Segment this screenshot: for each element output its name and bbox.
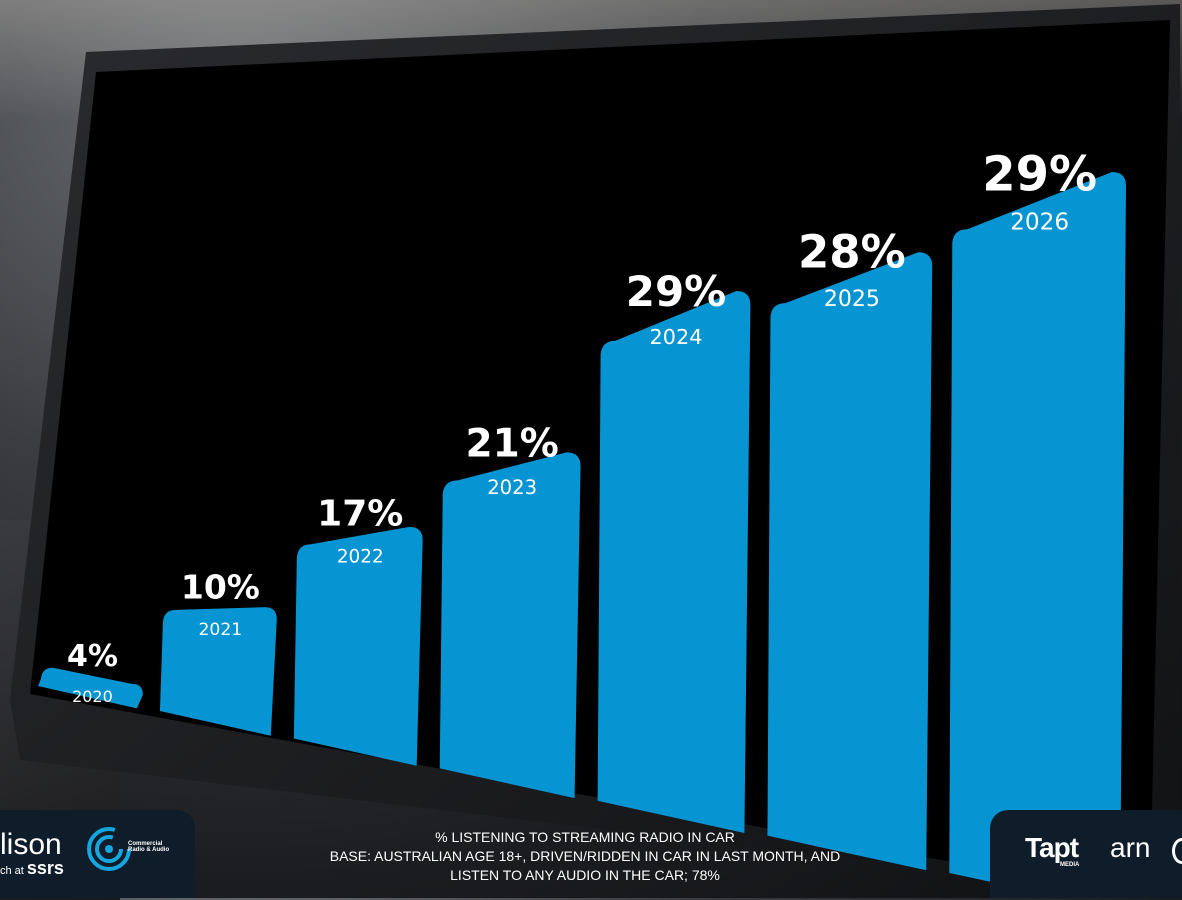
bar-2021 xyxy=(159,607,277,736)
cra-ring-icon xyxy=(87,827,131,871)
edison-logo: lison xyxy=(0,828,62,861)
right-logo-badge xyxy=(990,810,1182,898)
bars-group xyxy=(38,172,1126,898)
value-label-2023: 21% xyxy=(465,421,558,466)
year-label-2022: 2022 xyxy=(337,547,384,568)
value-label-2020: 4% xyxy=(67,639,118,674)
bar-2026 xyxy=(949,172,1126,898)
year-label-2025: 2025 xyxy=(824,287,880,312)
value-label-2024: 29% xyxy=(626,267,727,316)
arn-logo: arn xyxy=(1110,832,1151,863)
bar-2023 xyxy=(439,452,581,799)
value-label-2026: 29% xyxy=(982,147,1097,203)
caption-line-3: LISTEN TO ANY AUDIO IN THE CAR; 78% xyxy=(450,867,720,883)
year-label-2023: 2023 xyxy=(487,476,537,499)
bar-2025 xyxy=(767,252,933,871)
year-labels-group: 2020 2021 2022 2023 2024 2025 2026 xyxy=(72,209,1069,706)
bar-2022 xyxy=(293,526,423,766)
year-label-2020: 2020 xyxy=(72,687,113,706)
value-labels-group: 4% 10% 17% 21% 29% 28% 29% xyxy=(67,147,1097,674)
bar-2024 xyxy=(597,291,751,833)
partial-logo-icon xyxy=(1172,838,1182,864)
edison-logo-sub: ch at ssrs xyxy=(0,858,64,878)
chart-caption: % LISTENING TO STREAMING RADIO IN CAR BA… xyxy=(290,828,880,885)
value-label-2022: 17% xyxy=(317,494,403,535)
year-label-2024: 2024 xyxy=(650,325,703,349)
caption-line-1: % LISTENING TO STREAMING RADIO IN CAR xyxy=(435,829,735,845)
bar-2020 xyxy=(38,667,143,709)
cra-logo-text: Commercial Radio & Audio xyxy=(128,841,170,853)
tapt-logo: Tapt xyxy=(1025,832,1079,863)
year-label-2026: 2026 xyxy=(1010,209,1069,236)
caption-line-2: BASE: AUSTRALIAN AGE 18+, DRIVEN/RIDDEN … xyxy=(329,848,841,864)
year-label-2021: 2021 xyxy=(198,620,242,640)
value-label-2025: 28% xyxy=(798,226,906,279)
tapt-logo-sub: MEDIA xyxy=(1060,862,1080,868)
value-label-2021: 10% xyxy=(181,568,260,607)
